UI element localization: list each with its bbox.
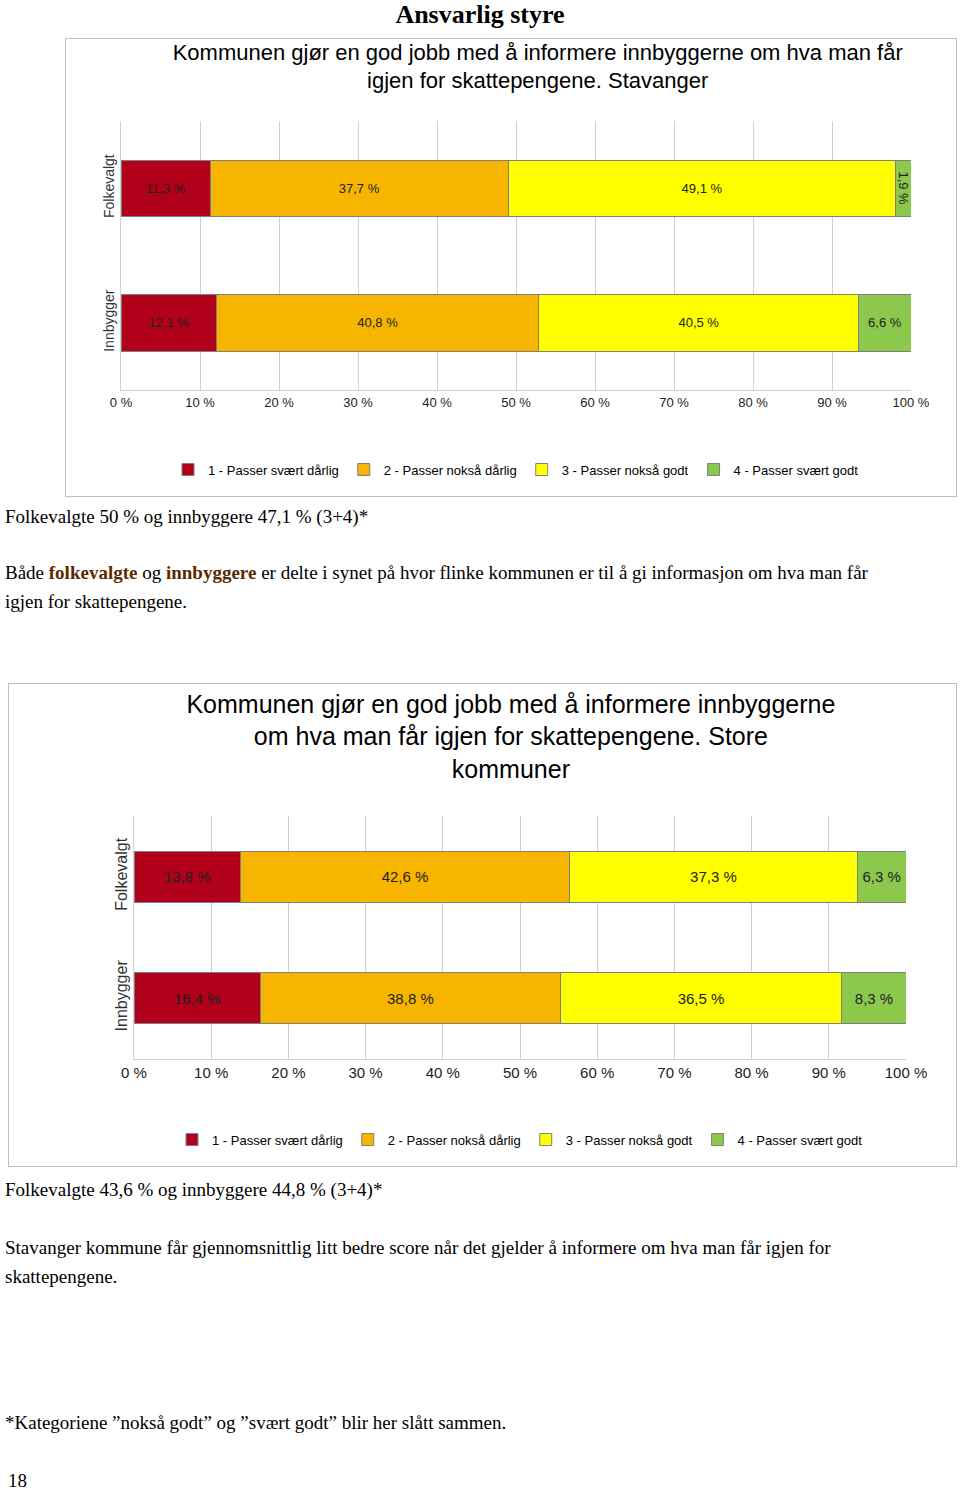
svg-text:3 - Passer nokså godt: 3 - Passer nokså godt (562, 463, 689, 478)
svg-text:37,7 %: 37,7 % (339, 181, 380, 196)
svg-text:6,6 %: 6,6 % (868, 315, 902, 330)
html-text:*Kategoriene ”nokså godt” og ”: *Kategoriene ”nokså godt” og ”svært godt… (5, 1412, 507, 1433)
html-text:Både folkevalgte og innbyggere: Både folkevalgte og innbyggere er delte … (5, 562, 868, 612)
svg-text:60 %: 60 % (580, 395, 610, 410)
svg-text:50 %: 50 % (503, 1064, 537, 1081)
svg-text:42,6 %: 42,6 % (382, 868, 429, 885)
svg-text:2 - Passer nokså dårlig: 2 - Passer nokså dårlig (384, 463, 517, 478)
svg-text:90 %: 90 % (817, 395, 847, 410)
html-text:Folkevalgte 43,6 % og innbygge: Folkevalgte 43,6 % og innbyggere 44,8 % … (5, 1179, 383, 1200)
svg-text:80 %: 80 % (738, 395, 768, 410)
svg-text:60 %: 60 % (580, 1064, 614, 1081)
svg-text:36,5 %: 36,5 % (678, 990, 725, 1007)
html-text:Ansvarlig styre: Ansvarlig styre (395, 0, 565, 29)
svg-text:80 %: 80 % (734, 1064, 768, 1081)
svg-text:40 %: 40 % (422, 395, 452, 410)
svg-text:90 %: 90 % (812, 1064, 846, 1081)
svg-text:10 %: 10 % (194, 1064, 228, 1081)
svg-text:Innbygger: Innbygger (101, 289, 117, 352)
svg-text:30 %: 30 % (343, 395, 373, 410)
svg-text:0 %: 0 % (121, 1064, 147, 1081)
svg-text:3 - Passer nokså godt: 3 - Passer nokså godt (566, 1133, 693, 1148)
svg-text:4 - Passer svært godt: 4 - Passer svært godt (738, 1133, 863, 1148)
svg-text:Folkevalgt: Folkevalgt (113, 837, 130, 910)
svg-text:1,9 %: 1,9 % (896, 171, 911, 205)
svg-text:20 %: 20 % (271, 1064, 305, 1081)
svg-text:16,4 %: 16,4 % (174, 990, 221, 1007)
svg-text:50 %: 50 % (501, 395, 531, 410)
html-text:Folkevalgte 50 % og innbyggere: Folkevalgte 50 % og innbyggere 47,1 % (3… (5, 506, 369, 527)
svg-text:70 %: 70 % (659, 395, 689, 410)
svg-text:Innbygger: Innbygger (113, 960, 130, 1032)
svg-text:30 %: 30 % (348, 1064, 382, 1081)
svg-text:Kommunen gjør en god jobb med: Kommunen gjør en god jobb med å informer… (173, 40, 903, 94)
svg-text:1 - Passer svært dårlig: 1 - Passer svært dårlig (212, 1133, 343, 1148)
svg-text:0 %: 0 % (110, 395, 133, 410)
svg-text:Folkevalgt: Folkevalgt (101, 154, 117, 218)
svg-text:10 %: 10 % (185, 395, 215, 410)
svg-text:1 - Passer svært dårlig: 1 - Passer svært dårlig (208, 463, 339, 478)
svg-text:20 %: 20 % (264, 395, 294, 410)
svg-text:11,3 %: 11,3 % (146, 181, 186, 196)
svg-text:13,8 %: 13,8 % (164, 868, 211, 885)
svg-text:4 - Passer svært godt: 4 - Passer svært godt (734, 463, 859, 478)
svg-text:8,3 %: 8,3 % (855, 990, 893, 1007)
html-text:Stavanger kommune får gjennoms: Stavanger kommune får gjennomsnittlig li… (5, 1237, 831, 1287)
svg-text:40 %: 40 % (426, 1064, 460, 1081)
svg-text:100 %: 100 % (893, 395, 930, 410)
svg-text:100 %: 100 % (885, 1064, 928, 1081)
svg-text:6,3 %: 6,3 % (863, 868, 901, 885)
svg-text:49,1 %: 49,1 % (682, 181, 723, 196)
svg-text:38,8 %: 38,8 % (387, 990, 434, 1007)
svg-text:70 %: 70 % (657, 1064, 691, 1081)
html-text:18: 18 (8, 1470, 27, 1491)
svg-text:40,5 %: 40,5 % (678, 315, 719, 330)
svg-text:37,3 %: 37,3 % (690, 868, 737, 885)
svg-text:40,8 %: 40,8 % (357, 315, 398, 330)
svg-text:12,1 %: 12,1 % (148, 315, 189, 330)
svg-text:Kommunen gjør en god jobb med: Kommunen gjør en god jobb med å informer… (186, 690, 835, 783)
svg-text:2 - Passer nokså dårlig: 2 - Passer nokså dårlig (388, 1133, 521, 1148)
